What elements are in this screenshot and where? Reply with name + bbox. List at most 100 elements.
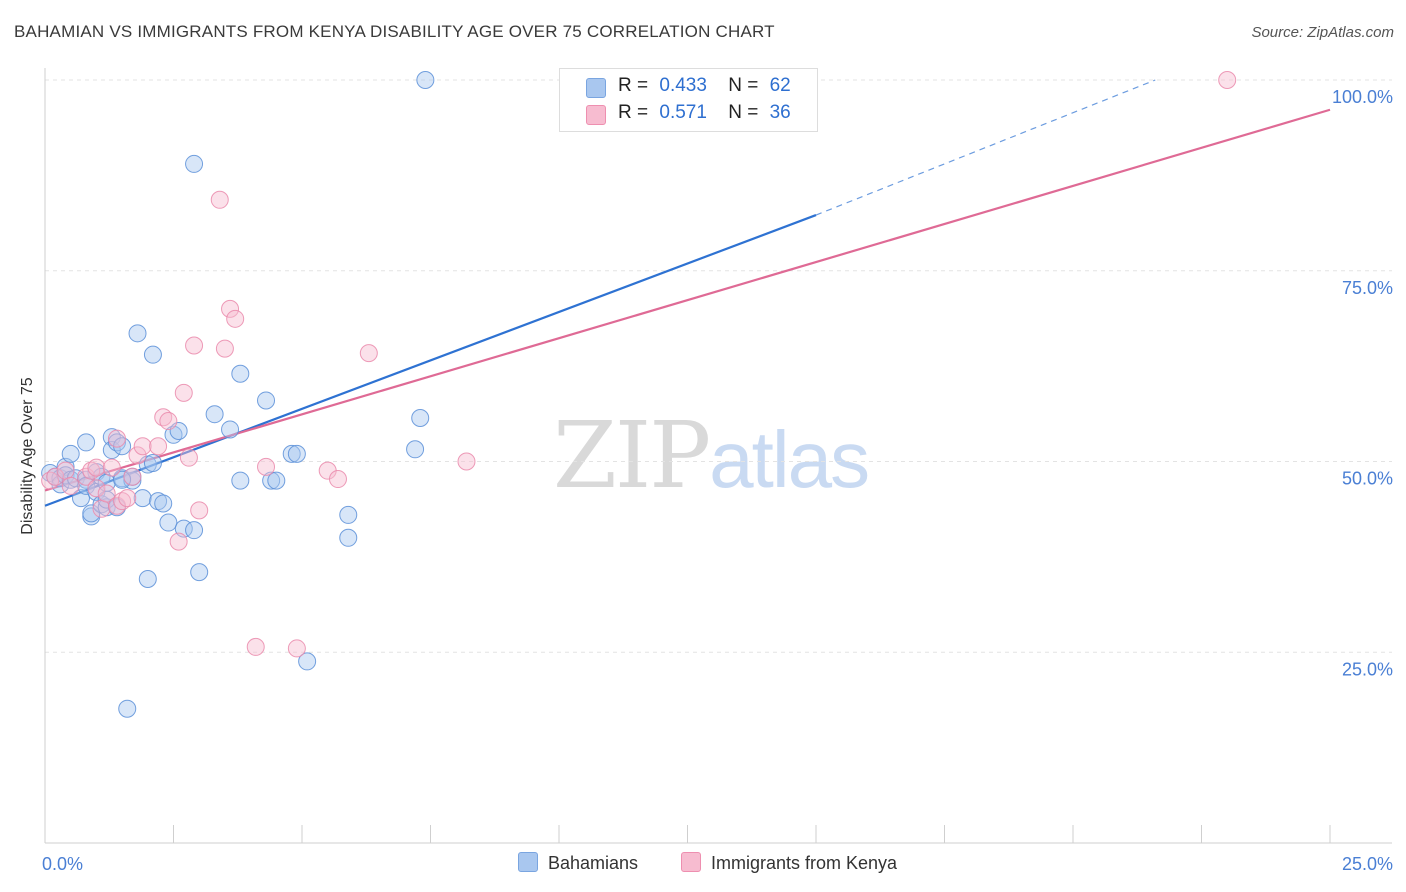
legend-r-value: 0.433 [659,75,707,96]
legend-r-value: 0.571 [659,102,707,123]
point-kenya [133,437,152,456]
point-bahamians [143,345,162,364]
point-kenya [87,458,106,477]
point-kenya [174,383,193,402]
legend-swatch-bahamians [586,78,606,98]
series-legend-kenya[interactable]: Immigrants from Kenya [681,852,897,874]
point-kenya [457,452,476,471]
point-bahamians [185,154,204,173]
point-bahamians [205,405,224,424]
data-points [41,71,1237,718]
chart-title: BAHAMIAN VS IMMIGRANTS FROM KENYA DISABI… [14,22,775,41]
tick-labels: 25.0% 50.0% 75.0% 100.0% 0.0% 25.0% [42,87,1393,874]
series-legend-bahamians[interactable]: Bahamians [518,852,638,874]
point-kenya [179,448,198,467]
legend-n-label: N = [728,75,759,96]
legend-r-label: R = [618,102,649,123]
point-kenya [107,429,126,448]
point-bahamians [339,528,358,547]
watermark: ZIPatlas [553,402,870,509]
point-bahamians [406,440,425,459]
point-bahamians [154,494,173,513]
point-kenya [215,339,234,358]
point-kenya [128,446,147,465]
point-bahamians [82,504,101,523]
legend-text-kenya: R = 0.571 N = 36 [618,102,791,124]
point-kenya [56,461,75,480]
point-bahamians [411,409,430,428]
legend-r-label: R = [618,75,649,96]
point-kenya [226,309,245,328]
point-bahamians [231,364,250,383]
point-bahamians [92,467,111,486]
series-label-bahamians: Bahamians [548,853,639,873]
point-bahamians [118,699,137,718]
trend-lines [44,79,1331,507]
trend-line-kenya [44,108,1331,492]
point-bahamians [185,521,204,540]
trend-line-bahamians [44,214,817,507]
point-bahamians [190,563,209,582]
point-bahamians [257,391,276,410]
point-bahamians [221,420,240,439]
point-kenya [92,499,111,518]
watermark-atlas: atlas [709,415,870,504]
point-kenya [82,461,101,480]
y-axis-label: Disability Age Over 75 [19,377,36,535]
point-kenya [123,467,142,486]
point-kenya [46,467,65,486]
point-kenya [210,190,229,209]
point-kenya [61,476,80,495]
point-kenya [1218,71,1237,89]
point-kenya [77,467,96,486]
correlation-legend: R = 0.433 N = 62 R = 0.571 N = 36 [559,68,818,132]
y-tick-label: 100.0% [1332,87,1393,107]
point-kenya [149,437,168,456]
point-bahamians [113,470,132,489]
point-bahamians [262,471,281,490]
point-bahamians [282,444,301,463]
legend-n-value: 62 [769,75,791,96]
point-kenya [97,484,116,503]
point-bahamians [298,652,317,671]
x-tick-label: 25.0% [1342,854,1393,874]
point-kenya [87,479,106,498]
point-bahamians [339,505,358,524]
point-bahamians [267,471,286,490]
point-kenya [359,344,378,363]
point-kenya [328,470,347,489]
point-kenya [257,457,276,476]
point-kenya [113,492,132,511]
series-swatch-bahamians [518,852,538,872]
grid-lines [45,79,1392,653]
point-bahamians [143,454,162,473]
point-bahamians [123,471,142,490]
point-bahamians [61,444,80,463]
point-bahamians [416,71,435,89]
point-kenya [221,299,240,318]
point-kenya [169,532,188,551]
chart-source: Source: ZipAtlas.com [1251,24,1394,41]
point-bahamians [287,444,306,463]
point-kenya [190,501,209,520]
series-swatch-kenya [681,852,701,872]
legend-text-bahamians: R = 0.433 N = 62 [618,75,791,97]
watermark-zip: ZIP [553,402,711,509]
series-label-kenya: Immigrants from Kenya [711,853,898,873]
point-bahamians [138,570,157,589]
point-kenya [246,637,265,656]
y-tick-label: 25.0% [1342,659,1393,679]
legend-n-label: N = [728,102,759,123]
legend-swatch-kenya [586,105,606,125]
point-kenya [159,412,178,431]
point-kenya [185,336,204,355]
x-tick-label: 0.0% [42,854,83,874]
point-bahamians [159,513,178,532]
point-bahamians [77,433,96,452]
legend-n-value: 36 [769,102,791,123]
trend-extension-bahamians [815,79,1156,216]
y-tick-label: 75.0% [1342,278,1393,298]
point-bahamians [128,324,147,343]
point-bahamians [231,471,250,490]
